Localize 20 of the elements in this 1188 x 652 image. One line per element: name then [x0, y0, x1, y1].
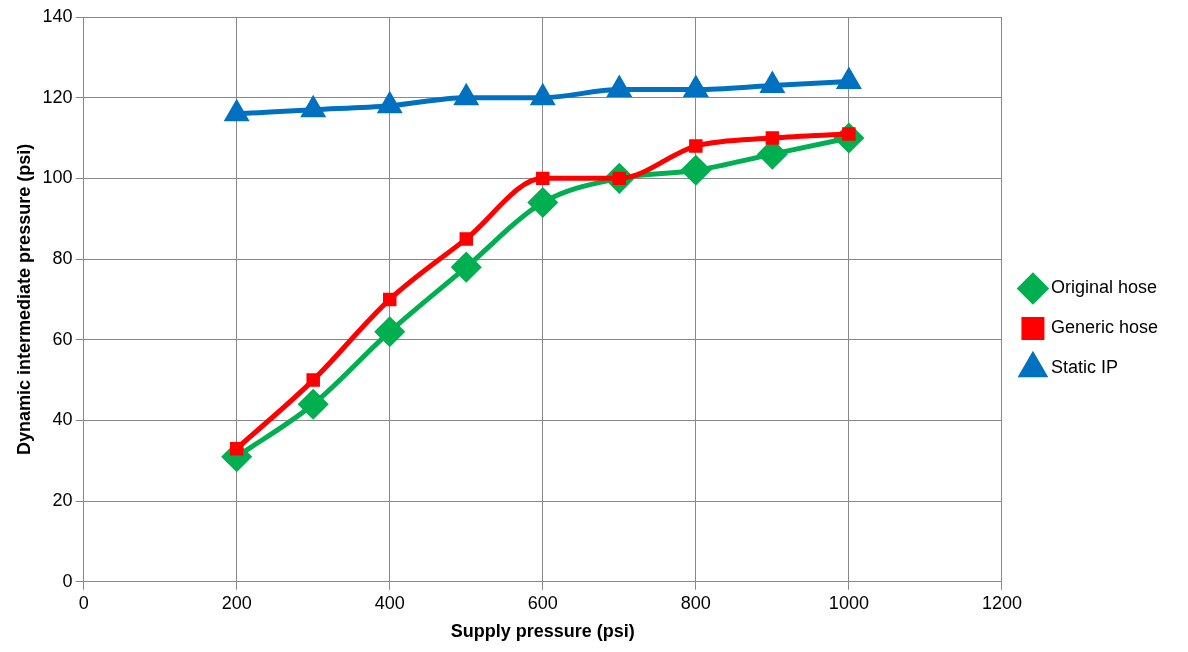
legend-label: Generic hose: [1050, 317, 1158, 338]
y-tick-label: 60: [52, 328, 73, 349]
x-tick-label: 400: [374, 592, 405, 613]
y-tick-label: 100: [42, 167, 73, 188]
y-tick-label: 0: [62, 570, 73, 591]
x-tick-label: 1200: [981, 592, 1022, 613]
y-tick-label: 120: [42, 86, 73, 107]
x-axis-title: Supply pressure (psi): [450, 621, 635, 642]
x-tick-label: 200: [221, 592, 252, 613]
legend-label: Original hose: [1050, 277, 1157, 298]
y-tick-label: 80: [52, 248, 73, 269]
y-tick-label: 20: [52, 490, 73, 511]
x-tick-label: 1000: [828, 592, 869, 613]
legend-label: Static IP: [1050, 357, 1118, 378]
y-axis-title: Dynamic intermediate pressure (psi): [13, 143, 34, 455]
x-tick-label: 800: [680, 592, 711, 613]
y-tick-label: 40: [52, 409, 73, 430]
x-tick-label: 0: [78, 592, 89, 613]
x-tick-label: 600: [527, 592, 558, 613]
y-tick-label: 140: [42, 5, 73, 26]
